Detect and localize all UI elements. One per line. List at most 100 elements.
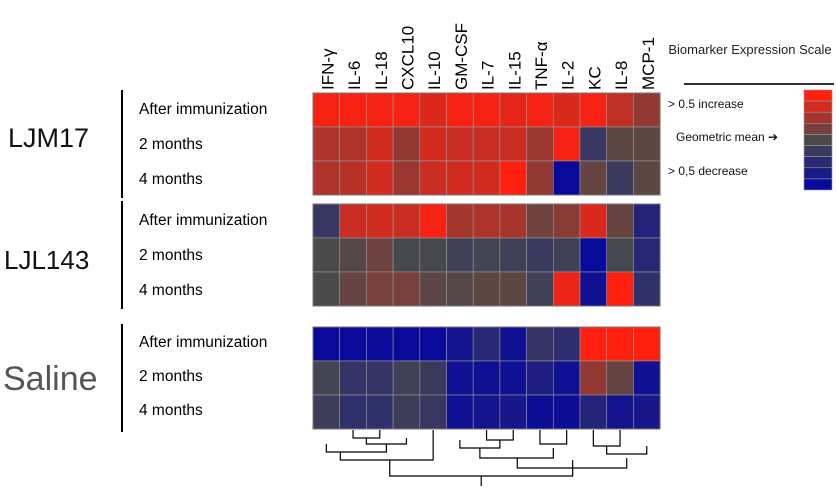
heatmap-cell xyxy=(339,126,367,162)
heatmap-cell xyxy=(419,203,447,239)
heatmap-cell xyxy=(472,203,501,239)
heatmap-cell xyxy=(552,203,581,239)
heatmap-cell xyxy=(419,271,447,307)
heatmap-cell xyxy=(526,237,554,273)
heatmap-cell xyxy=(446,237,474,273)
group-label-saline: Saline xyxy=(3,360,98,398)
heatmap-cell xyxy=(472,160,501,196)
heatmap-cell xyxy=(472,237,501,273)
heatmap-cell xyxy=(499,92,527,128)
heatmap-cell xyxy=(633,326,661,362)
heatmap-cell xyxy=(446,126,474,162)
dendrogram-branch xyxy=(339,452,434,461)
heatmap-cell xyxy=(606,360,634,396)
heatmap-cell xyxy=(446,271,474,307)
dendrogram-branch xyxy=(606,446,648,455)
heatmap-cell xyxy=(606,326,634,362)
row-label: 2 months xyxy=(139,247,203,264)
heatmap-cell xyxy=(499,326,527,362)
dendrogram-branch xyxy=(592,430,621,447)
heatmap-cell xyxy=(312,394,341,430)
heatmap-cell xyxy=(472,126,501,162)
heatmap-cell xyxy=(446,160,474,196)
heatmap-cell xyxy=(366,326,394,362)
scale-swatch xyxy=(803,111,833,124)
heatmap-cell xyxy=(526,394,554,430)
heatmap-cell xyxy=(339,271,367,307)
row-label: After immunization xyxy=(139,101,268,118)
column-label: TNF-α xyxy=(532,41,551,90)
heatmap-cell xyxy=(446,326,474,362)
heatmap-cell xyxy=(339,160,367,196)
heatmap-cell xyxy=(552,326,581,362)
heatmap-cell xyxy=(606,92,634,128)
scale-swatch xyxy=(803,134,833,146)
column-label: IL-6 xyxy=(345,61,364,90)
scale-swatch xyxy=(803,156,833,169)
row-label: 4 months xyxy=(139,171,203,188)
heatmap-cell xyxy=(339,237,367,273)
column-label: IL-8 xyxy=(612,61,631,90)
heatmap-cell xyxy=(606,237,634,273)
column-label: IL-7 xyxy=(479,61,498,90)
heatmap-cell xyxy=(446,394,474,430)
row-label: After immunization xyxy=(139,212,268,229)
heatmap-cell xyxy=(526,326,554,362)
heatmap-cell xyxy=(472,394,501,430)
heatmap-cell xyxy=(633,92,661,128)
heatmap-cell xyxy=(312,237,341,273)
heatmap-cell xyxy=(312,271,341,307)
heatmap-cell xyxy=(526,271,554,307)
heatmap-cell xyxy=(339,92,367,128)
heatmap-cell xyxy=(526,126,554,162)
dendrogram-branch xyxy=(459,440,501,449)
scale-swatch xyxy=(803,145,833,157)
heatmap-cell xyxy=(499,394,527,430)
heatmap-cell xyxy=(392,160,421,196)
heatmap-cell xyxy=(499,160,527,196)
row-label: 2 months xyxy=(139,136,203,153)
heatmap-cell xyxy=(419,326,447,362)
column-label: GM-CSF xyxy=(452,23,471,90)
heatmap-cell xyxy=(392,126,421,162)
heatmap-cell xyxy=(633,271,661,307)
scale-title: Biomarker Expression Scale xyxy=(668,42,832,57)
heatmap-cell xyxy=(392,394,421,430)
dendrogram-branch xyxy=(516,458,628,469)
heatmap-cell xyxy=(579,271,608,307)
heatmap-cell xyxy=(392,326,421,362)
heatmap-cell xyxy=(312,360,341,396)
heatmap-cell xyxy=(606,160,634,196)
group-label-ljm17: LJM17 xyxy=(8,123,90,153)
scale-increase-label: > 0.5 increase xyxy=(668,97,744,111)
column-label: CXCL10 xyxy=(398,26,417,90)
scale-mean-label: Geometric mean ➔ xyxy=(676,130,779,144)
heatmap-cell xyxy=(446,360,474,396)
heatmap-cells xyxy=(312,92,661,430)
heatmap-cell xyxy=(366,237,394,273)
column-label: IFN-γ xyxy=(318,48,337,90)
row-label: 4 months xyxy=(139,402,203,419)
group-label-ljl143: LJL143 xyxy=(4,245,90,275)
heatmap-cell xyxy=(339,326,367,362)
heatmap-cell xyxy=(606,394,634,430)
heatmap-cell xyxy=(472,271,501,307)
heatmap-cell xyxy=(606,271,634,307)
scale-swatch xyxy=(803,123,833,135)
heatmap-cell xyxy=(526,203,554,239)
heatmap-cell xyxy=(499,126,527,162)
heatmap-cell xyxy=(392,203,421,239)
scale-swatch xyxy=(803,100,833,113)
heatmap-cell xyxy=(552,160,581,196)
heatmap-cell xyxy=(633,203,661,239)
heatmap-cell xyxy=(552,394,581,430)
heatmap-cell xyxy=(312,92,341,128)
column-label: IL-2 xyxy=(559,61,578,90)
heatmap-cell xyxy=(366,126,394,162)
heatmap-cell xyxy=(472,360,501,396)
dendrogram-branch xyxy=(325,444,388,453)
heatmap-cell xyxy=(499,360,527,396)
heatmap-cell xyxy=(446,92,474,128)
row-label: 2 months xyxy=(139,368,203,385)
